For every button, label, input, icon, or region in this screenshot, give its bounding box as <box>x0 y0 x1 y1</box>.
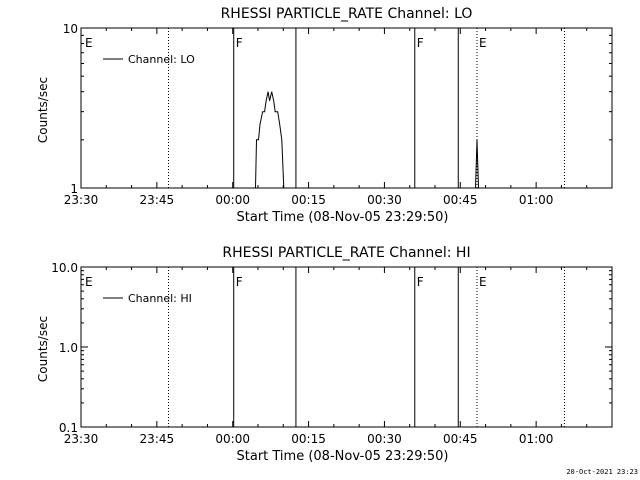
x-tick-label: 00:45 <box>443 432 478 446</box>
legend-label: Channel: LO <box>128 53 195 66</box>
series-line <box>254 91 479 189</box>
x-tick-label: 23:30 <box>64 193 99 207</box>
marker-label: E <box>479 275 487 289</box>
marker-label: F <box>236 275 243 289</box>
x-tick-label: 23:45 <box>140 193 175 207</box>
y-tick-label: 1.0 <box>59 341 78 355</box>
x-tick-label: 00:00 <box>215 193 250 207</box>
y-tick-label: 0.1 <box>59 421 78 435</box>
marker-label: E <box>479 36 487 50</box>
x-tick-label: 01:00 <box>519 432 554 446</box>
x-tick-label: 00:00 <box>215 432 250 446</box>
marker-label: F <box>417 36 424 50</box>
x-tick-label: 23:45 <box>140 432 175 446</box>
legend-label: Channel: HI <box>128 292 192 305</box>
x-tick-label: 00:30 <box>367 193 402 207</box>
y-tick-label: 10 <box>63 22 78 36</box>
chart-title: RHESSI PARTICLE_RATE Channel: LO <box>221 6 473 22</box>
x-tick-label: 00:15 <box>291 432 326 446</box>
footer-timestamp: 20-Oct-2021 23:23 <box>566 468 638 476</box>
plot-frame <box>80 266 613 428</box>
x-tick-label: 00:15 <box>291 193 326 207</box>
marker-label: F <box>417 275 424 289</box>
x-tick-label: 00:30 <box>367 432 402 446</box>
plot-frame <box>80 27 613 189</box>
x-tick-label: 23:30 <box>64 432 99 446</box>
chart-hi: RHESSI PARTICLE_RATE Channel: HI 23:30 23:… <box>36 245 613 464</box>
x-axis-label: Start Time (08-Nov-05 23:29:50) <box>237 449 449 464</box>
x-tick-label: 01:00 <box>519 193 554 207</box>
y-tick-label: 10.0 <box>51 261 78 275</box>
y-tick-label: 1 <box>70 182 78 196</box>
marker-label: E <box>85 36 93 50</box>
y-axis-label: Counts/sec <box>36 77 50 143</box>
chart-lo: RHESSI PARTICLE_RATE Channel: LO 23:30 23:… <box>36 6 613 225</box>
marker-label: E <box>85 275 93 289</box>
x-axis-label: Start Time (08-Nov-05 23:29:50) <box>237 210 449 225</box>
chart-title: RHESSI PARTICLE_RATE Channel: HI <box>222 245 470 261</box>
y-axis-label: Counts/sec <box>36 316 50 382</box>
x-tick-label: 00:45 <box>443 193 478 207</box>
marker-label: F <box>236 36 243 50</box>
